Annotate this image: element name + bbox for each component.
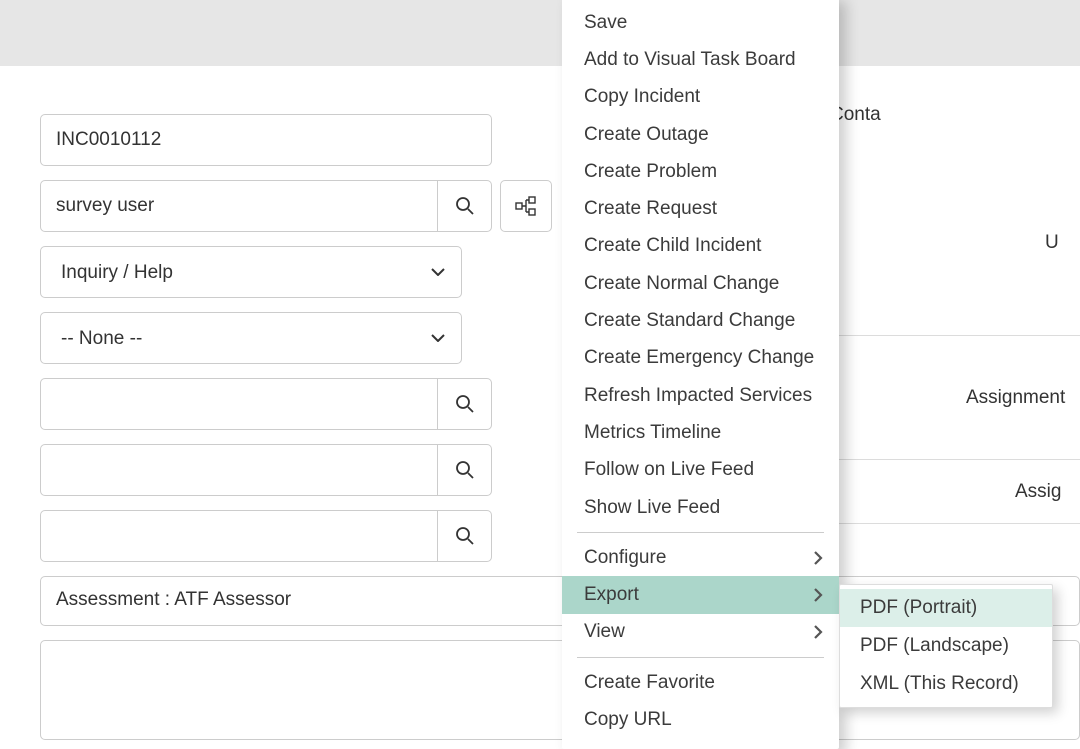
menu-item[interactable]: Copy URL bbox=[562, 701, 839, 738]
caller-lookup-button[interactable] bbox=[438, 180, 492, 232]
menu-item[interactable]: Create Normal Change bbox=[562, 265, 839, 302]
menu-divider bbox=[577, 657, 824, 658]
menu-item[interactable]: Create Problem bbox=[562, 153, 839, 190]
export-submenu: PDF (Portrait)PDF (Landscape)XML (This R… bbox=[839, 584, 1053, 708]
assigned-to-label: Assig bbox=[830, 460, 1080, 524]
menu-item[interactable]: Save bbox=[562, 4, 839, 41]
menu-item[interactable]: Create Outage bbox=[562, 116, 839, 153]
caller-field-row bbox=[40, 180, 492, 232]
submenu-item[interactable]: PDF (Landscape) bbox=[840, 627, 1052, 665]
subcategory-field-row: -- None -- bbox=[40, 312, 492, 364]
third-lookup-button[interactable] bbox=[438, 510, 492, 562]
number-input[interactable] bbox=[40, 114, 492, 166]
business-service-lookup-button[interactable] bbox=[438, 378, 492, 430]
context-menu: SaveAdd to Visual Task BoardCopy Inciden… bbox=[562, 0, 839, 749]
menu-item[interactable]: Configure bbox=[562, 539, 839, 576]
menu-item[interactable]: Refresh Impacted Services bbox=[562, 377, 839, 414]
menu-item[interactable]: View bbox=[562, 614, 839, 651]
menu-item[interactable]: Create Standard Change bbox=[562, 302, 839, 339]
number-field-row bbox=[40, 114, 492, 166]
assignment-group-label: Assignment bbox=[830, 335, 1080, 460]
config-item-input[interactable] bbox=[40, 444, 438, 496]
contact-label: Conta bbox=[830, 80, 1080, 150]
category-field-row: Inquiry / Help bbox=[40, 246, 492, 298]
search-icon bbox=[455, 394, 475, 414]
top-bar bbox=[0, 0, 1080, 66]
menu-item[interactable]: Create Child Incident bbox=[562, 228, 839, 265]
caller-input[interactable] bbox=[40, 180, 438, 232]
caller-tree-button[interactable] bbox=[500, 180, 552, 232]
hierarchy-icon bbox=[515, 196, 537, 216]
business-service-input[interactable] bbox=[40, 378, 438, 430]
category-select[interactable]: Inquiry / Help bbox=[40, 246, 462, 298]
menu-item[interactable]: Add to Visual Task Board bbox=[562, 41, 839, 78]
submenu-item[interactable]: PDF (Portrait) bbox=[840, 589, 1052, 627]
search-icon bbox=[455, 460, 475, 480]
right-labels: Conta U Assignment Assig bbox=[830, 80, 1080, 524]
menu-item[interactable]: Create Emergency Change bbox=[562, 340, 839, 377]
menu-item[interactable]: Follow on Live Feed bbox=[562, 452, 839, 489]
search-icon bbox=[455, 526, 475, 546]
menu-item[interactable]: Create Request bbox=[562, 190, 839, 227]
menu-item[interactable]: Metrics Timeline bbox=[562, 414, 839, 451]
menu-divider bbox=[577, 532, 824, 533]
subcategory-select[interactable]: -- None -- bbox=[40, 312, 462, 364]
config-item-lookup-button[interactable] bbox=[438, 444, 492, 496]
search-icon bbox=[455, 196, 475, 216]
menu-item[interactable]: Create Favorite bbox=[562, 664, 839, 701]
submenu-item[interactable]: XML (This Record) bbox=[840, 665, 1052, 703]
third-lookup-input[interactable] bbox=[40, 510, 438, 562]
config-item-field-row bbox=[40, 444, 492, 496]
third-lookup-field-row bbox=[40, 510, 492, 562]
u-label: U bbox=[830, 150, 1080, 335]
menu-item[interactable]: Export bbox=[562, 576, 839, 613]
menu-item[interactable]: Copy Incident bbox=[562, 79, 839, 116]
business-service-field-row bbox=[40, 378, 492, 430]
menu-item[interactable]: Show Live Feed bbox=[562, 489, 839, 526]
